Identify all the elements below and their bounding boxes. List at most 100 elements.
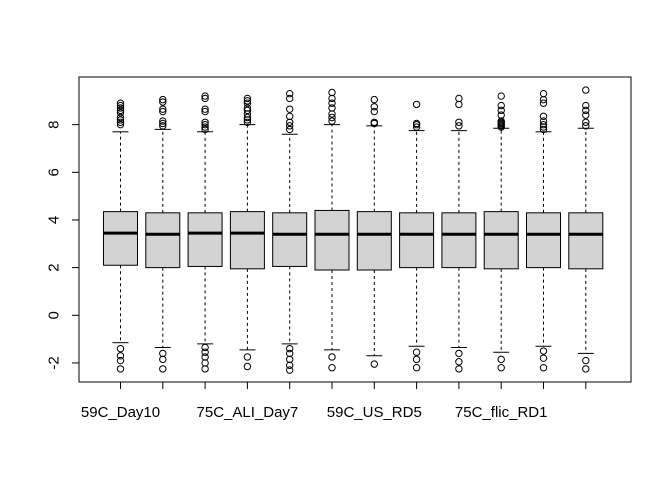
outlier-point (116, 120, 125, 129)
y-tick-label: 6 (45, 168, 62, 176)
outlier-point (243, 118, 252, 126)
outlier-point (286, 105, 294, 113)
outlier-point (201, 359, 209, 367)
box-iqr (314, 209, 350, 271)
outlier-point (201, 125, 209, 134)
outlier-point (243, 106, 252, 115)
plot-frame (78, 76, 632, 383)
box-series (103, 86, 604, 374)
outlier-point (159, 107, 167, 116)
box-11 (526, 89, 561, 372)
outlier-point (116, 344, 125, 353)
outlier-point (159, 105, 167, 113)
outlier-point (286, 94, 294, 103)
y-tick-label: 2 (45, 263, 62, 271)
box-iqr (526, 212, 561, 269)
outlier-point (370, 107, 378, 116)
outlier-point (286, 361, 294, 370)
box-2 (145, 95, 181, 373)
outlier-point (455, 122, 463, 130)
outlier-point (116, 104, 125, 112)
outlier-point (243, 353, 252, 361)
box-4 (229, 94, 265, 371)
y-tick-label: 4 (45, 216, 62, 224)
outlier-point (582, 118, 590, 126)
box-iqr (356, 211, 392, 271)
box-1 (103, 99, 138, 373)
y-tick-label: -2 (45, 356, 62, 369)
outlier-point (286, 344, 294, 353)
outlier-point (159, 117, 167, 125)
outlier-point (328, 353, 336, 361)
outlier-point (201, 118, 209, 126)
outlier-point (582, 101, 590, 110)
outlier-point (116, 356, 125, 365)
outlier-point (286, 112, 294, 121)
outlier-point (243, 104, 252, 112)
outlier-point (201, 92, 209, 100)
outlier-point (328, 117, 336, 125)
outlier-point (582, 111, 590, 119)
outlier-point (497, 92, 505, 100)
outlier-point (159, 95, 167, 104)
box-iqr (399, 212, 435, 269)
outlier-point (455, 118, 463, 126)
outlier-point (286, 355, 294, 364)
outlier-point (328, 99, 336, 107)
outlier-point (159, 349, 167, 358)
outlier-point (243, 94, 252, 103)
outlier-point (412, 119, 421, 128)
outlier-point (116, 118, 125, 126)
outlier-point (201, 105, 209, 113)
outlier-point (286, 349, 294, 358)
outlier-point (201, 123, 209, 131)
outlier-point (412, 364, 421, 372)
outlier-point (328, 94, 336, 103)
box-5 (272, 89, 308, 374)
box-iqr (229, 211, 265, 270)
outlier-point (539, 89, 548, 98)
box-3 (187, 92, 223, 373)
outlier-point (455, 358, 463, 366)
outlier-point (328, 104, 336, 112)
outlier-point (116, 352, 125, 360)
box-iqr (272, 212, 308, 267)
box-9 (441, 94, 477, 373)
outlier-point (116, 106, 125, 115)
outlier-point (116, 101, 125, 110)
box-iqr (145, 212, 181, 269)
y-tick-label: 8 (45, 120, 62, 128)
outlier-point (455, 94, 463, 103)
x-tick-label: 59C_Day10 (81, 404, 160, 421)
x-tick-label: 75C_flic_RD1 (455, 404, 548, 421)
box-6 (314, 88, 350, 372)
outlier-point (243, 97, 252, 105)
box-iqr (103, 211, 138, 266)
outlier-point (539, 125, 548, 134)
outlier-point (582, 86, 590, 94)
outlier-point (286, 89, 294, 98)
y-axis: -2 0 2 4 6 8 (45, 120, 80, 370)
box-7 (356, 95, 392, 368)
outlier-point (286, 366, 294, 374)
outlier-point (582, 356, 590, 365)
outlier-point (539, 347, 548, 355)
box-8 (399, 100, 435, 372)
outlier-point (370, 360, 378, 368)
box-10 (483, 92, 519, 372)
outlier-point (201, 348, 209, 356)
outlier-point (582, 106, 590, 115)
outlier-point (539, 117, 548, 125)
outlier-point (201, 365, 209, 373)
outlier-point (328, 113, 336, 122)
outlier-point (243, 362, 252, 371)
outlier-point (243, 99, 252, 107)
outlier-point (497, 364, 505, 372)
outlier-point (159, 122, 167, 130)
outlier-point (539, 99, 548, 107)
box-12 (568, 86, 604, 373)
outlier-point (412, 100, 421, 109)
outlier-point (370, 103, 378, 111)
outlier-point (201, 107, 209, 116)
